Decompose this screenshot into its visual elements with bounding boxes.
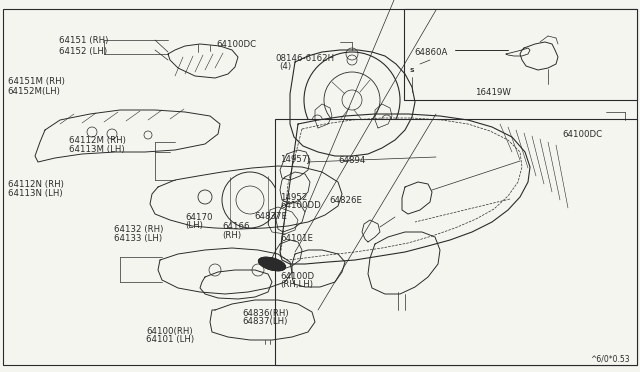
Text: 14952: 14952 (280, 193, 308, 202)
Text: 64112M (RH): 64112M (RH) (69, 136, 126, 145)
Text: (4): (4) (280, 62, 292, 71)
Circle shape (310, 309, 320, 319)
Text: 64113M (LH): 64113M (LH) (69, 145, 125, 154)
Circle shape (621, 120, 629, 128)
Text: S: S (410, 67, 414, 73)
Text: 64100DC: 64100DC (562, 130, 602, 139)
Text: 64836(RH): 64836(RH) (242, 309, 289, 318)
Circle shape (282, 249, 292, 259)
Text: 64151 (RH): 64151 (RH) (59, 36, 108, 45)
Ellipse shape (259, 257, 285, 271)
Text: (LH): (LH) (186, 221, 204, 230)
Text: (RH): (RH) (223, 231, 242, 240)
Text: 14957J: 14957J (280, 155, 310, 164)
Bar (275, 119, 637, 365)
Text: 64894: 64894 (338, 156, 365, 165)
Text: 64113N (LH): 64113N (LH) (8, 189, 62, 198)
Text: (RH,LH): (RH,LH) (280, 280, 314, 289)
Text: 64837(LH): 64837(LH) (242, 317, 287, 326)
Text: 64152 (LH): 64152 (LH) (59, 47, 107, 56)
Text: 64170: 64170 (186, 213, 213, 222)
Circle shape (285, 211, 295, 221)
Text: 08146-6162H: 08146-6162H (275, 54, 334, 63)
Text: 64100D: 64100D (280, 272, 314, 280)
Text: 64101E: 64101E (280, 234, 314, 243)
Text: 64132 (RH): 64132 (RH) (114, 225, 163, 234)
Text: 64151M (RH): 64151M (RH) (8, 77, 65, 86)
Text: 64860A: 64860A (415, 48, 448, 57)
Text: 64100DD: 64100DD (280, 201, 321, 210)
Text: 64100DC: 64100DC (216, 40, 257, 49)
Text: 16419W: 16419W (475, 88, 511, 97)
Bar (404, 9, 637, 100)
Text: 64112N (RH): 64112N (RH) (8, 180, 63, 189)
Circle shape (290, 159, 300, 169)
Text: 64100(RH): 64100(RH) (146, 327, 193, 336)
Polygon shape (506, 48, 530, 56)
Text: 64152M(LH): 64152M(LH) (8, 87, 61, 96)
Text: 64826E: 64826E (330, 196, 363, 205)
Text: 64166: 64166 (223, 222, 250, 231)
Text: 64837E: 64837E (255, 212, 288, 221)
Text: 64133 (LH): 64133 (LH) (114, 234, 162, 243)
Text: 64101 (LH): 64101 (LH) (146, 335, 194, 344)
Text: ^6/0*0.53: ^6/0*0.53 (590, 355, 630, 364)
